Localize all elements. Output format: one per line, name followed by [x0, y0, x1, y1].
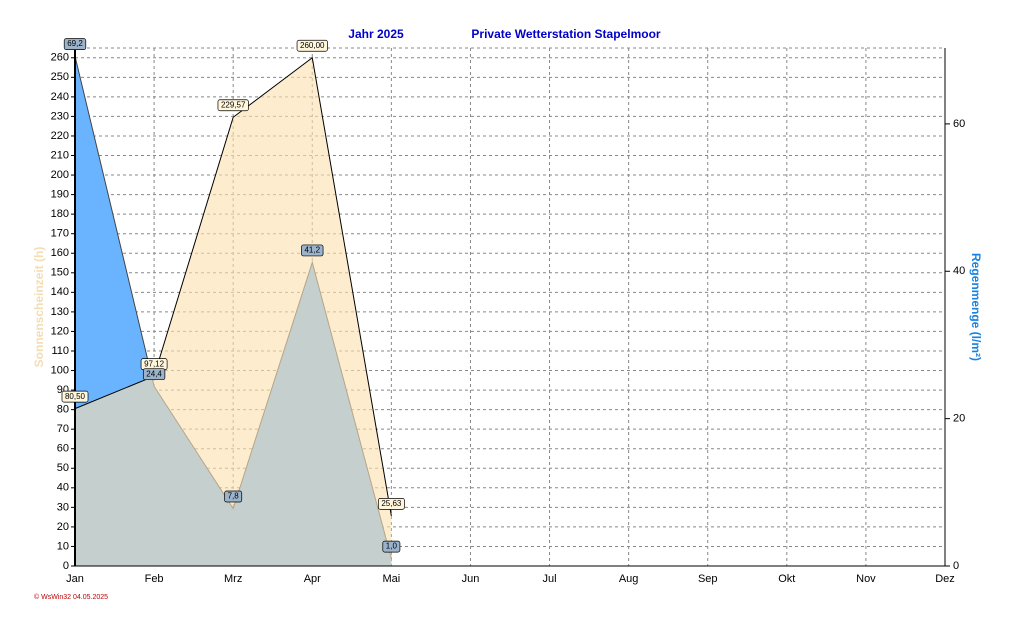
value-label: 1,0 [382, 540, 401, 553]
y-tick-label: 200 [51, 169, 69, 181]
x-tick-label: Jan [66, 573, 84, 585]
value-label-box [382, 540, 401, 553]
value-label-text: 24,4 [146, 369, 162, 378]
y-axis-label: Sonnenscheinzeit (h) [32, 247, 46, 368]
value-label-text: 41,2 [304, 246, 320, 255]
value-label-box [224, 490, 243, 503]
chart-title: Private Wetterstation Stapelmoor [471, 27, 660, 41]
y-tick-label: 80 [57, 404, 69, 416]
y-tick-label: 170 [51, 228, 69, 240]
chart-subtitle: Jahr 2025 [348, 27, 404, 41]
y2-tick-label: 20 [953, 413, 965, 425]
value-label-text: 1,0 [386, 542, 398, 551]
value-label: 25,63 [377, 498, 405, 510]
x-tick-label: Okt [778, 573, 795, 585]
y-tick-label: 40 [57, 482, 69, 494]
y-tick-label: 190 [51, 189, 69, 201]
y2-tick-label: 60 [953, 118, 965, 130]
y-tick-label: 60 [57, 443, 69, 455]
value-label-box [296, 39, 328, 52]
x-tick-label: Apr [304, 573, 321, 585]
y-tick-label: 120 [51, 325, 69, 337]
x-tick-label: Mrz [224, 573, 242, 585]
value-label-box [217, 99, 249, 112]
value-label-text: 7,8 [228, 492, 240, 501]
y-tick-label: 0 [63, 560, 69, 572]
value-label-text: 25,63 [381, 499, 402, 508]
value-label: 260,00 [296, 39, 328, 52]
y-tick-label: 230 [51, 110, 69, 122]
value-label-text: 80,50 [65, 392, 86, 401]
y2-tick-label: 0 [953, 560, 959, 572]
x-tick-label: Jun [462, 573, 480, 585]
value-label-box [63, 38, 87, 50]
value-label-text: 260,00 [300, 41, 325, 50]
footer: © WsWin32 04.05.2025 [34, 593, 108, 601]
value-label: 24,4 [142, 368, 166, 381]
value-label-box [61, 390, 89, 403]
y2-axis-label: Regenmenge (l/m²) [969, 253, 983, 361]
y-tick-label: 50 [57, 462, 69, 474]
y-tick-label: 100 [51, 364, 69, 376]
value-label: 41,2 [301, 244, 324, 257]
value-label-text: 69,2 [67, 39, 83, 48]
y-tick-label: 260 [51, 52, 69, 64]
value-label: 97,12 [140, 358, 168, 371]
y-tick-label: 70 [57, 423, 69, 435]
y-tick-label: 30 [57, 501, 69, 513]
area-fill [75, 57, 392, 566]
value-label-text: 97,12 [144, 359, 165, 368]
y-tick-label: 10 [57, 540, 69, 552]
x-tick-label: Mai [382, 573, 400, 585]
x-tick-label: Feb [145, 573, 164, 585]
value-label: 69,2 [63, 38, 87, 50]
value-label: 229,57 [217, 99, 249, 112]
y-tick-label: 20 [57, 521, 69, 533]
y-tick-label: 220 [51, 130, 69, 142]
x-tick-label: Sep [698, 573, 718, 585]
value-label: 80,50 [61, 390, 89, 403]
y-tick-label: 210 [51, 149, 69, 161]
x-tick-label: Nov [856, 573, 876, 585]
y2-tick-label: 40 [953, 265, 965, 277]
y-tick-label: 110 [51, 345, 69, 357]
value-label-box [142, 368, 166, 381]
x-tick-label: Dez [935, 573, 955, 585]
y-tick-label: 250 [51, 71, 69, 83]
y-tick-label: 180 [51, 208, 69, 220]
y-tick-label: 150 [51, 267, 69, 279]
value-label-box [301, 244, 324, 257]
value-label-text: 229,57 [221, 100, 246, 109]
value-label: 7,8 [224, 490, 243, 503]
x-tick-label: Aug [619, 573, 639, 585]
x-tick-label: Jul [543, 573, 557, 585]
y-tick-label: 240 [51, 91, 69, 103]
y-tick-label: 140 [51, 286, 69, 298]
value-label-box [377, 498, 405, 510]
y-tick-label: 160 [51, 247, 69, 259]
area-line [74, 56, 392, 516]
y-tick-label: 130 [51, 306, 69, 318]
